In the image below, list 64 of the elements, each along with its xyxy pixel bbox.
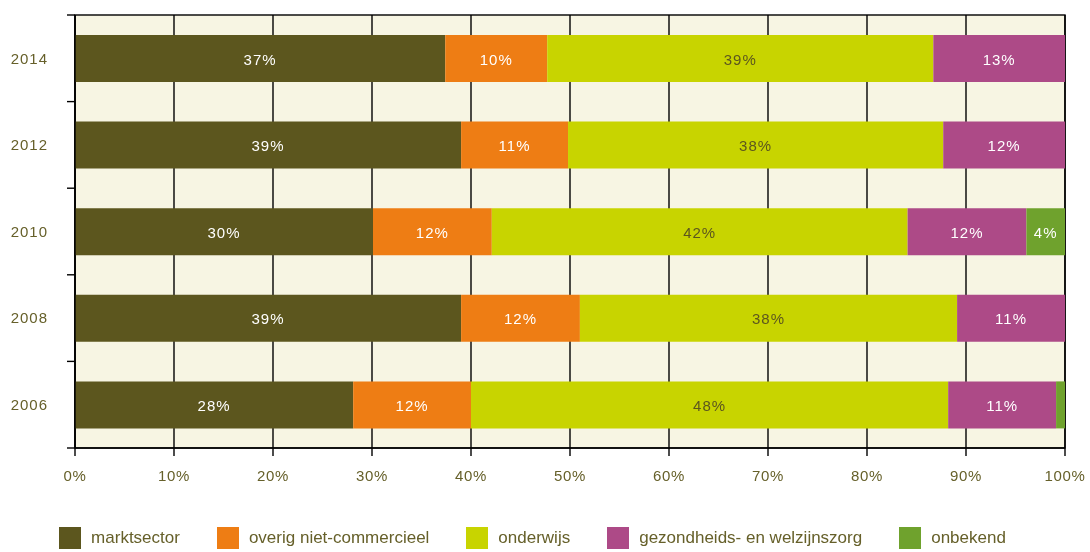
x-tick-label: 0% (63, 466, 87, 484)
x-tick-label: 50% (554, 466, 586, 484)
bar (1026, 208, 1065, 256)
x-tick-label: 30% (356, 466, 388, 484)
data-label: 38% (751, 309, 786, 327)
data-label: 39% (251, 136, 285, 154)
data-label: 42% (683, 223, 717, 241)
x-tick-label: 10% (158, 466, 190, 484)
data-label: 10% (479, 50, 513, 67)
data-label: 39% (251, 309, 285, 327)
bar (353, 381, 471, 429)
x-tick-label: 20% (257, 466, 289, 484)
data-label: 48% (693, 396, 727, 414)
legend-label: overig niet-commercieel (248, 528, 430, 548)
data-label: 28% (197, 396, 231, 414)
legend-label: marktsector (91, 528, 180, 548)
x-tick-label: 60% (653, 466, 685, 484)
bar (75, 208, 373, 256)
bar (907, 208, 1027, 256)
y-tick-label: 2008 (10, 309, 48, 327)
data-label: 12% (415, 223, 449, 241)
bar (1056, 381, 1065, 429)
bar (547, 35, 934, 82)
data-label: 4% (1033, 223, 1058, 241)
data-label: 12% (950, 223, 984, 241)
data-label: 39% (723, 50, 757, 67)
x-tick-label: 80% (851, 466, 883, 484)
data-label: 12% (987, 136, 1021, 154)
y-tick-label: 2012 (10, 136, 48, 154)
data-label: 38% (739, 136, 773, 154)
x-tick-label: 90% (950, 466, 982, 484)
data-label: 30% (207, 223, 241, 241)
data-label: 12% (395, 396, 429, 414)
y-tick-label: 2010 (10, 222, 48, 240)
x-tick-label: 100% (1044, 466, 1086, 484)
bar (491, 208, 908, 256)
x-tick-label: 70% (752, 466, 784, 484)
bar (461, 294, 580, 342)
y-tick-label: 2014 (10, 49, 48, 67)
bar (471, 381, 949, 429)
bar (75, 121, 462, 169)
bar (948, 381, 1057, 429)
data-label: 37% (243, 50, 277, 67)
data-label: 11% (995, 309, 1028, 327)
bar (372, 208, 492, 256)
bar (933, 35, 1065, 82)
data-label: 12% (503, 309, 538, 327)
bar (579, 294, 958, 342)
data-label: 11% (498, 136, 531, 154)
bar (568, 121, 944, 169)
x-tick-label: 40% (455, 466, 487, 484)
legend-label: onbekend (931, 528, 1006, 548)
bar (461, 121, 569, 169)
data-label: 11% (986, 396, 1019, 414)
legend-label: onderwijs (498, 528, 571, 548)
bar (75, 35, 446, 82)
bar (957, 294, 1065, 342)
bar (445, 35, 548, 82)
y-tick-label: 2006 (10, 396, 48, 414)
bar (75, 294, 462, 342)
data-label: 13% (982, 50, 1016, 67)
bar (943, 121, 1065, 169)
bar (75, 381, 354, 429)
legend-label: gezondheids- en welzijnszorg (639, 528, 863, 548)
